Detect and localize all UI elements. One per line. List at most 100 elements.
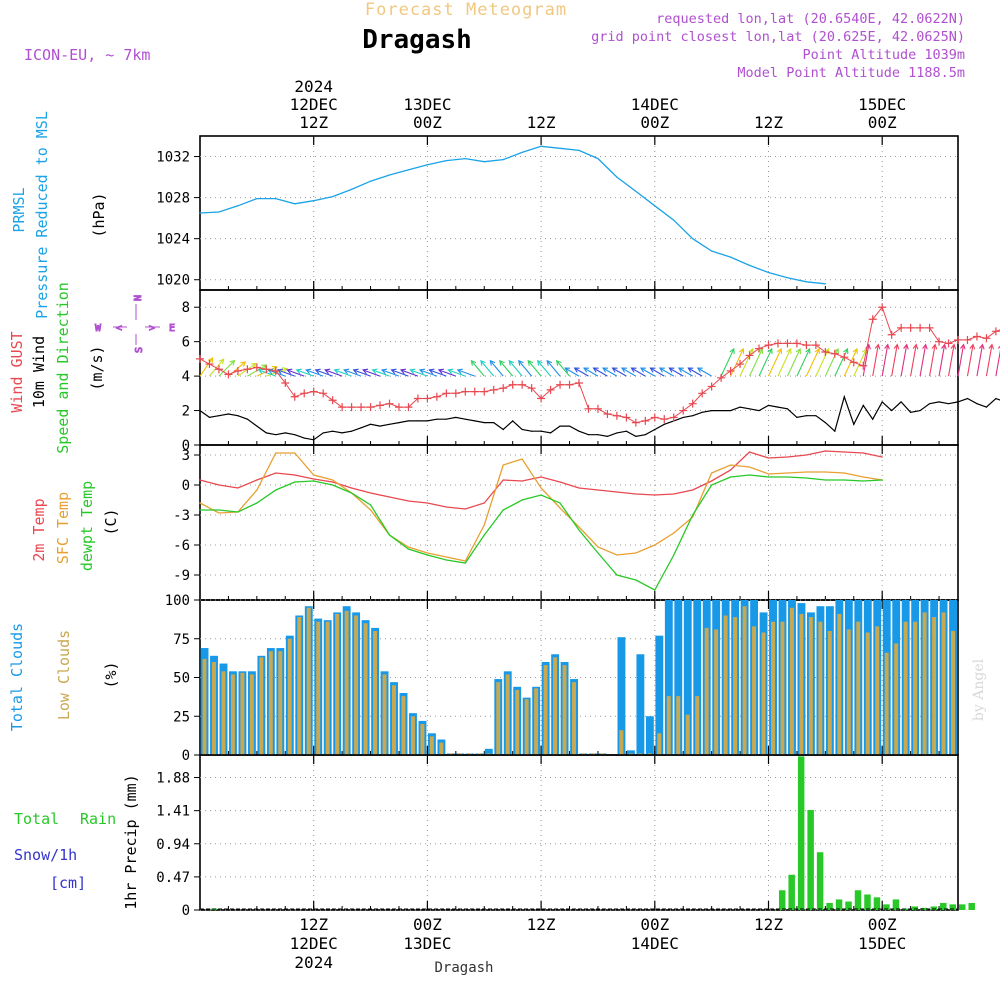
dewpt-line-point [483,534,485,536]
t2m-line-point [502,479,504,481]
dewpt-line-point [351,492,353,494]
t2m-line-point [369,492,372,494]
gust-marker [878,303,887,312]
wind-speed-line-point [701,411,703,413]
prmsl-line-point [616,176,618,178]
t2m-line-point [748,451,751,453]
wind-speed-line-point [398,422,400,424]
wind-speed-line-point [379,425,381,427]
prmsl-line-point [578,149,580,151]
dewpt-line-point [748,474,751,476]
wind-arrow-head [399,368,407,375]
wind-arrow-head [489,359,496,366]
point-altitude: Point Altitude 1039m [802,47,965,63]
wind-arrow-head [390,368,397,375]
dewpt-line-point [332,484,334,486]
dewpt-line-point [673,554,675,556]
gust-marker [470,387,479,396]
dewpt-line-point [616,574,618,576]
y-tick-label: 0.94 [156,837,190,853]
low-cloud-bar [429,736,434,755]
wind-speed-line-point [644,434,646,436]
wind-arrow-head [343,368,350,375]
low-cloud-bar [742,606,747,755]
wind-arrow [910,344,917,377]
rain-label: Rain [80,810,116,828]
wind-arrow-head [281,367,289,373]
wind-speed-line-point [512,420,514,422]
wind-arrow-head [295,368,302,375]
gust-marker [290,392,299,401]
sfc-temp-line-point [559,507,561,509]
wind-arrow-head [649,367,656,373]
dewpt-line-point [237,511,239,513]
wind-arrow-head [257,368,264,375]
wind-arrow-head [988,343,995,350]
t2m-line-point [483,502,485,504]
rain-bar [968,902,975,910]
t2m-line-point [673,493,675,495]
wind-speed-line-point [246,418,248,420]
wind-speed-line-point [455,416,457,419]
wind-arrow-head [843,347,849,354]
wind-speed-line-point [445,418,447,420]
wind-arrow [296,369,314,377]
wind-arrow [957,344,965,377]
wind-speed-line-point [995,397,997,400]
top-time-label: 13DEC [403,95,451,114]
wind-arrow [669,367,684,377]
dewpt-line-point [767,476,770,478]
prmsl-label: PRMSL [10,187,28,232]
wind-arrow [537,360,551,377]
low-cloud-bar [894,643,899,755]
wind-arrow [546,360,561,377]
wind-speed-line-point [730,409,732,412]
wind-speed-line-point [568,425,571,427]
wind-arrow-head [602,367,609,373]
t2m-line-point [275,472,277,474]
wind-arrow [768,348,782,377]
gust-marker [546,385,555,394]
prmsl-line-point [464,157,466,160]
gust-marker [423,394,432,403]
sfc-temp-line-point [313,474,315,476]
t2m-line-point [521,480,523,482]
wind-arrow-head [229,359,236,366]
wind-arrow [400,369,419,377]
wind-arrow [556,360,570,377]
wind-arrow [593,367,608,377]
gust-marker [745,351,754,360]
low-cloud-bar [278,651,283,755]
prmsl-line-point [483,161,485,163]
low-cloud-bar [363,623,368,755]
low-cloud-bar [619,730,624,755]
wind-speed-line-point [540,430,542,432]
prmsl-line-point [654,205,656,207]
wind-arrow [739,348,754,377]
low-cloud-bar [410,716,415,755]
wind-arrow [343,369,362,377]
sfc-label: SFC Temp [54,492,72,564]
t2m-line-point [445,506,447,508]
t2m-line-point [786,456,789,458]
y-tick-label: 50 [173,671,190,687]
wind-speed-line-point [654,428,656,431]
sfc-temp-line-point [654,544,656,546]
dewpt-label: dewpt Temp [78,481,96,571]
gust-marker [243,365,252,374]
wind-speed-line-point [957,401,959,403]
gust-marker [376,401,385,410]
sfc-temp-line-point [445,556,447,558]
gust-label: Wind GUST [8,331,26,412]
gust-marker [963,335,972,344]
wind-arrow-head [207,357,214,364]
wind-speed-line-point [635,435,637,437]
wind-arrow [659,367,675,377]
t2m-line-point [351,487,353,489]
gust-marker [556,380,565,389]
total-rain-label: Total [14,810,59,828]
prmsl-line-point [445,160,447,162]
gust-marker [461,387,470,396]
wind-speed-line-point [218,415,220,417]
